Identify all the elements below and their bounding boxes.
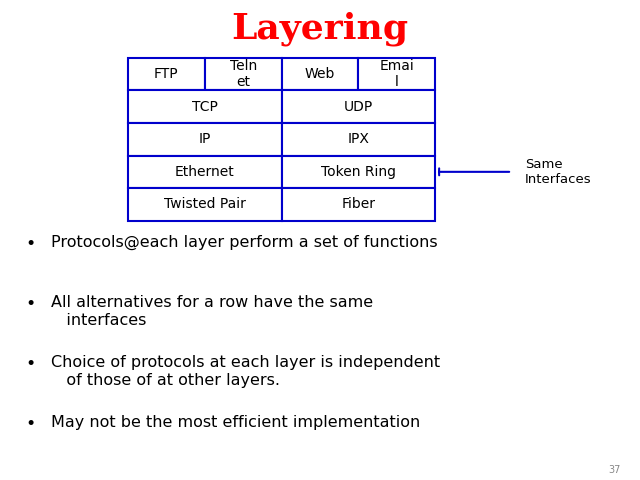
Bar bbox=[282, 90, 435, 123]
Text: FTP: FTP bbox=[154, 67, 179, 81]
Bar bbox=[282, 156, 435, 188]
Bar bbox=[128, 123, 282, 156]
Text: Token Ring: Token Ring bbox=[321, 165, 396, 179]
Text: UDP: UDP bbox=[344, 99, 373, 114]
Text: Same
Interfaces: Same Interfaces bbox=[525, 158, 591, 186]
Bar bbox=[128, 156, 282, 188]
Text: Fiber: Fiber bbox=[341, 197, 376, 212]
Text: •: • bbox=[26, 235, 36, 253]
Bar bbox=[128, 90, 282, 123]
Text: •: • bbox=[26, 355, 36, 373]
Text: Ethernet: Ethernet bbox=[175, 165, 235, 179]
Text: May not be the most efficient implementation: May not be the most efficient implementa… bbox=[51, 415, 420, 430]
Text: Emai
l: Emai l bbox=[380, 59, 414, 89]
Text: Web: Web bbox=[305, 67, 335, 81]
Bar bbox=[282, 188, 435, 221]
Text: TCP: TCP bbox=[192, 99, 218, 114]
Text: IP: IP bbox=[198, 132, 211, 146]
Text: All alternatives for a row have the same
   interfaces: All alternatives for a row have the same… bbox=[51, 295, 373, 327]
Text: Layering: Layering bbox=[232, 12, 408, 47]
Bar bbox=[128, 58, 205, 90]
Bar bbox=[358, 58, 435, 90]
Text: 37: 37 bbox=[609, 465, 621, 475]
Text: Choice of protocols at each layer is independent
   of those of at other layers.: Choice of protocols at each layer is ind… bbox=[51, 355, 440, 388]
Text: Twisted Pair: Twisted Pair bbox=[164, 197, 246, 212]
Text: •: • bbox=[26, 415, 36, 433]
Text: Teln
et: Teln et bbox=[230, 59, 257, 89]
Text: IPX: IPX bbox=[348, 132, 369, 146]
Text: Protocols@each layer perform a set of functions: Protocols@each layer perform a set of fu… bbox=[51, 235, 438, 251]
Text: •: • bbox=[26, 295, 36, 313]
Bar bbox=[282, 123, 435, 156]
Bar bbox=[205, 58, 282, 90]
Bar bbox=[128, 188, 282, 221]
Bar bbox=[282, 58, 358, 90]
